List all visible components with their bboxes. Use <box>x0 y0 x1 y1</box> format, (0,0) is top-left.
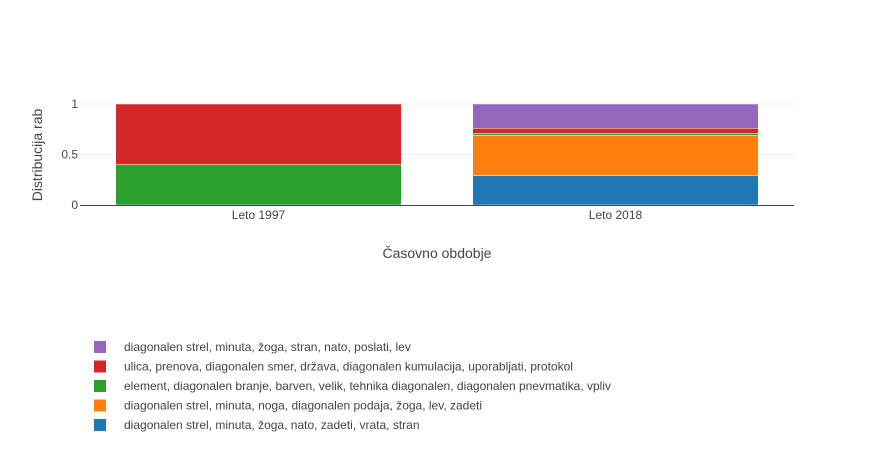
y-tick-label: 1 <box>71 97 78 111</box>
bar-segment[interactable] <box>472 135 759 176</box>
x-axis-title: Časovno obdobje <box>383 245 492 261</box>
y-tick-label: 0.5 <box>61 148 78 162</box>
bar-segment[interactable] <box>472 127 759 134</box>
legend-swatch <box>94 419 106 431</box>
legend-item[interactable]: diagonalen strel, minuta, žoga, nato, za… <box>94 418 420 432</box>
legend-swatch <box>94 380 106 392</box>
bar-segment[interactable] <box>115 103 402 165</box>
legend-label: diagonalen strel, minuta, žoga, nato, za… <box>124 418 420 432</box>
legend-label: ulica, prenova, diagonalen smer, država,… <box>124 360 573 374</box>
x-tick-label: Leto 1997 <box>232 208 286 222</box>
bar-segment[interactable] <box>472 103 759 129</box>
bar-segment[interactable] <box>472 175 759 206</box>
y-tick-label: 0 <box>71 198 78 212</box>
legend[interactable]: diagonalen strel, minuta, žoga, stran, n… <box>94 340 611 432</box>
bar-segment[interactable] <box>115 164 402 206</box>
bar-segment[interactable] <box>472 133 759 136</box>
x-tick-labels: Leto 1997 Leto 2018 <box>232 208 643 222</box>
legend-item[interactable]: diagonalen strel, minuta, noga, diagonal… <box>94 399 482 413</box>
bars-layer <box>115 103 759 206</box>
y-axis-title: Distribucija rab <box>29 108 45 201</box>
legend-item[interactable]: element, diagonalen branje, barven, veli… <box>94 379 611 393</box>
legend-label: diagonalen strel, minuta, žoga, stran, n… <box>124 340 411 354</box>
legend-swatch <box>94 341 106 353</box>
legend-item[interactable]: diagonalen strel, minuta, žoga, stran, n… <box>94 340 411 354</box>
legend-label: diagonalen strel, minuta, noga, diagonal… <box>124 399 482 413</box>
x-tick-label: Leto 2018 <box>589 208 643 222</box>
legend-item[interactable]: ulica, prenova, diagonalen smer, država,… <box>94 360 573 374</box>
y-tick-labels: 00.51 <box>61 97 78 212</box>
legend-swatch <box>94 360 106 373</box>
legend-label: element, diagonalen branje, barven, veli… <box>124 379 611 393</box>
legend-swatch <box>94 399 106 412</box>
